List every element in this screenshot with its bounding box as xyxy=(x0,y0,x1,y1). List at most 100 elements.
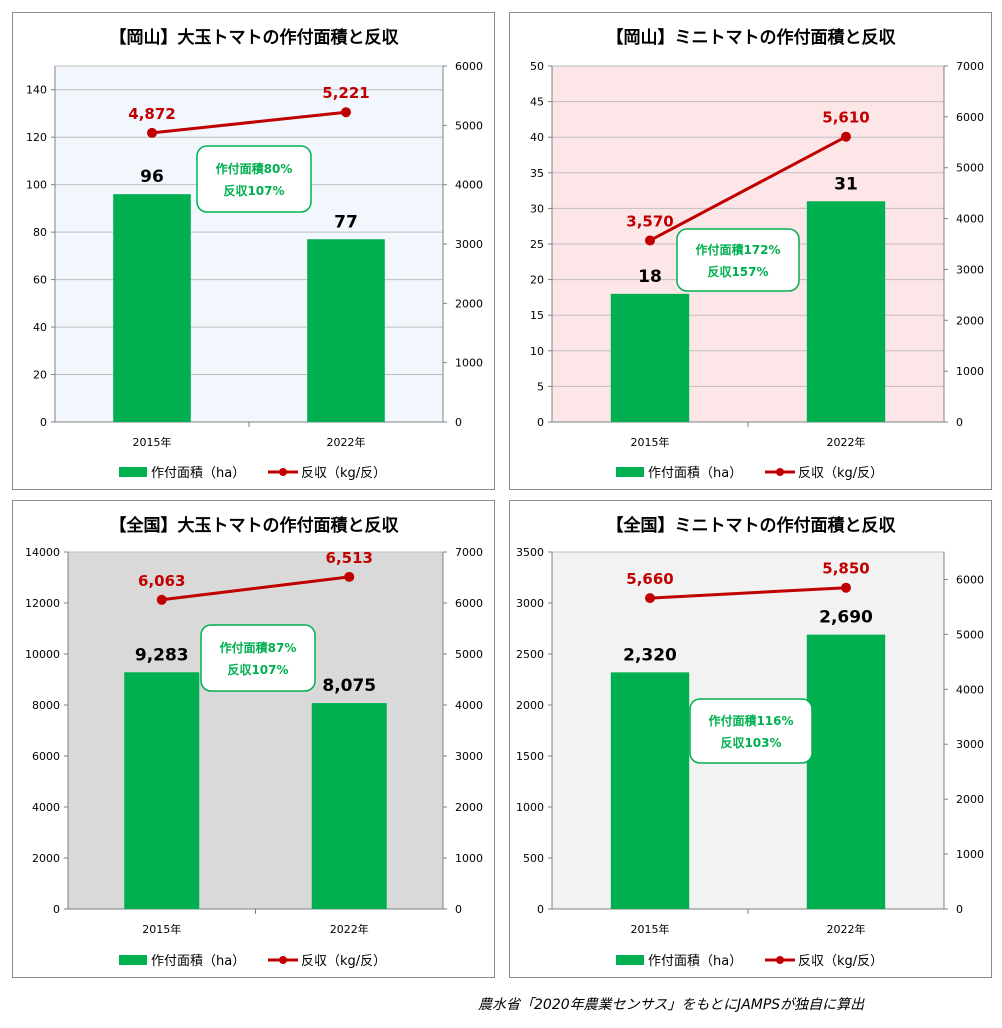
y-tick-label-left: 20 xyxy=(530,274,544,287)
x-category-label: 2015年 xyxy=(133,435,172,449)
y-tick-label-left: 0 xyxy=(40,416,47,429)
bar-data-label: 2,690 xyxy=(819,608,873,628)
legend-label-bar: 作付面積（ha） xyxy=(648,466,742,481)
legend-swatch-marker xyxy=(279,956,287,964)
y-tick-label-right: 2000 xyxy=(455,297,483,310)
legend-label-line: 反収（kg/反） xyxy=(798,466,883,481)
line-data-label: 4,872 xyxy=(128,105,175,123)
callout-line-2: 反収107% xyxy=(227,662,288,677)
chart-panel-okayama-large-tomato: 【岡山】大玉トマトの作付面積と反収 0 20 40 60 80 100 120 140 0 1000… xyxy=(12,12,495,490)
line-data-label: 5,850 xyxy=(822,560,869,578)
y-tick-label-right: 0 xyxy=(956,416,963,429)
chart-title: 【全国】大玉トマトの作付面積と反収 xyxy=(110,515,400,536)
y-tick-label-left: 120 xyxy=(26,131,47,144)
bar xyxy=(124,672,200,909)
line-data-label: 6,063 xyxy=(138,572,185,590)
bar-data-label: 18 xyxy=(638,267,662,287)
y-tick-label-left: 45 xyxy=(530,96,544,109)
bar xyxy=(610,672,690,909)
line-point xyxy=(841,582,851,593)
y-tick-label-right: 3000 xyxy=(956,738,984,751)
chart-svg: 【全国】大玉トマトの作付面積と反収02000400060008000100001… xyxy=(25,515,483,969)
callout-line-2: 反収157% xyxy=(707,264,768,279)
y-tick-label-right: 1000 xyxy=(956,848,984,861)
y-tick-label-left: 2500 xyxy=(516,648,544,661)
y-tick-label-right: 7000 xyxy=(455,546,483,559)
x-category-label: 2022年 xyxy=(327,435,366,449)
chart-panel-okayama-mini-tomato: 【岡山】ミニトマトの作付面積と反収 0 5 10 15 20 25 30 35 40 45 50 0 10… xyxy=(509,12,992,490)
legend-label-bar: 作付面積（ha） xyxy=(151,954,245,969)
legend-label-bar: 作付面積（ha） xyxy=(648,954,742,969)
y-tick-label-right: 1000 xyxy=(956,365,984,378)
legend-label-bar: 作付面積（ha） xyxy=(151,466,245,481)
y-tick-label-right: 3000 xyxy=(455,750,483,763)
y-tick-label-left: 20 xyxy=(33,369,47,382)
bar-data-label: 2,320 xyxy=(623,645,677,665)
y-tick-label-right: 5000 xyxy=(956,162,984,175)
bar-data-label: 8,075 xyxy=(322,676,376,696)
callout-line-1: 作付面積80% xyxy=(216,161,293,176)
line-series xyxy=(161,575,350,602)
line-data-label: 6,513 xyxy=(326,549,373,567)
callout-line-1: 作付面積87% xyxy=(220,640,297,655)
callout-line-2: 反収103% xyxy=(720,735,781,750)
y-tick-label-left: 2000 xyxy=(32,852,60,865)
x-category-label: 2015年 xyxy=(631,435,670,449)
y-tick-label-right: 5000 xyxy=(455,648,483,661)
line-point xyxy=(645,235,655,246)
line-data-label: 5,610 xyxy=(822,109,869,127)
chart-svg: 【岡山】ミニトマトの作付面積と反収 0 5 10 15 20 25 30 35 40 45 50 0 10… xyxy=(530,27,984,481)
y-tick-label-left: 100 xyxy=(26,179,47,192)
chart-panel-national-mini-tomato: 【全国】ミニトマトの作付面積と反収 0 500 1000 1500 2000 2500 300… xyxy=(509,500,992,978)
y-tick-label-left: 25 xyxy=(530,238,544,251)
bar-data-label: 31 xyxy=(834,174,858,194)
y-tick-label-left: 5 xyxy=(537,380,544,393)
line-series xyxy=(151,110,347,135)
y-tick-label-left: 15 xyxy=(530,309,544,322)
y-tick-label-left: 1500 xyxy=(516,750,544,763)
bar xyxy=(806,634,886,909)
y-tick-label-left: 8000 xyxy=(32,699,60,712)
y-tick-label-left: 140 xyxy=(26,84,47,97)
y-tick-label-left: 0 xyxy=(53,903,60,916)
legend-swatch-marker xyxy=(776,956,784,964)
y-tick-label-left: 1000 xyxy=(516,801,544,814)
y-tick-label-left: 10 xyxy=(530,345,544,358)
y-tick-label-left: 14000 xyxy=(25,546,60,559)
callout-box xyxy=(676,228,800,292)
x-category-label: 2022年 xyxy=(330,922,369,936)
legend-swatch-bar xyxy=(616,955,644,965)
y-tick-label-left: 80 xyxy=(33,226,47,239)
y-tick-label-left: 0 xyxy=(537,416,544,429)
y-tick-label-right: 6000 xyxy=(455,60,483,73)
y-tick-label-right: 6000 xyxy=(956,573,984,586)
y-tick-label-left: 500 xyxy=(523,852,544,865)
bar xyxy=(610,293,690,422)
legend-label-line: 反収（kg/反） xyxy=(301,466,386,481)
chart-svg: 【全国】ミニトマトの作付面積と反収 0 500 1000 1500 2000 2500 300… xyxy=(516,515,984,969)
y-tick-label-right: 7000 xyxy=(956,60,984,73)
y-tick-label-left: 0 xyxy=(537,903,544,916)
y-tick-label-right: 1000 xyxy=(455,357,483,370)
legend-label-line: 反収（kg/反） xyxy=(798,954,883,969)
y-tick-label-right: 2000 xyxy=(956,793,984,806)
chart-title: 【岡山】ミニトマトの作付面積と反収 xyxy=(607,27,897,48)
legend-swatch-bar xyxy=(616,467,644,477)
chart-title: 【全国】ミニトマトの作付面積と反収 xyxy=(607,515,897,536)
chart-panel-national-large-tomato: 【全国】大玉トマトの作付面積と反収 0 2000 4000 6000 8000 10000 1… xyxy=(12,500,495,978)
y-tick-label-right: 4000 xyxy=(956,683,984,696)
line-series xyxy=(649,586,847,600)
y-tick-label-right: 2000 xyxy=(455,801,483,814)
y-tick-label-left: 50 xyxy=(530,60,544,73)
line-point xyxy=(645,593,655,604)
bar xyxy=(307,239,385,422)
callout-line-1: 作付面積172% xyxy=(695,242,780,257)
y-tick-label-left: 40 xyxy=(33,321,47,334)
x-category-label: 2015年 xyxy=(631,922,670,936)
y-tick-label-right: 0 xyxy=(455,416,462,429)
legend-swatch-bar xyxy=(119,955,147,965)
y-tick-label-left: 3000 xyxy=(516,597,544,610)
y-tick-label-right: 3000 xyxy=(956,263,984,276)
callout-box xyxy=(200,624,316,692)
y-tick-label-right: 4000 xyxy=(455,699,483,712)
